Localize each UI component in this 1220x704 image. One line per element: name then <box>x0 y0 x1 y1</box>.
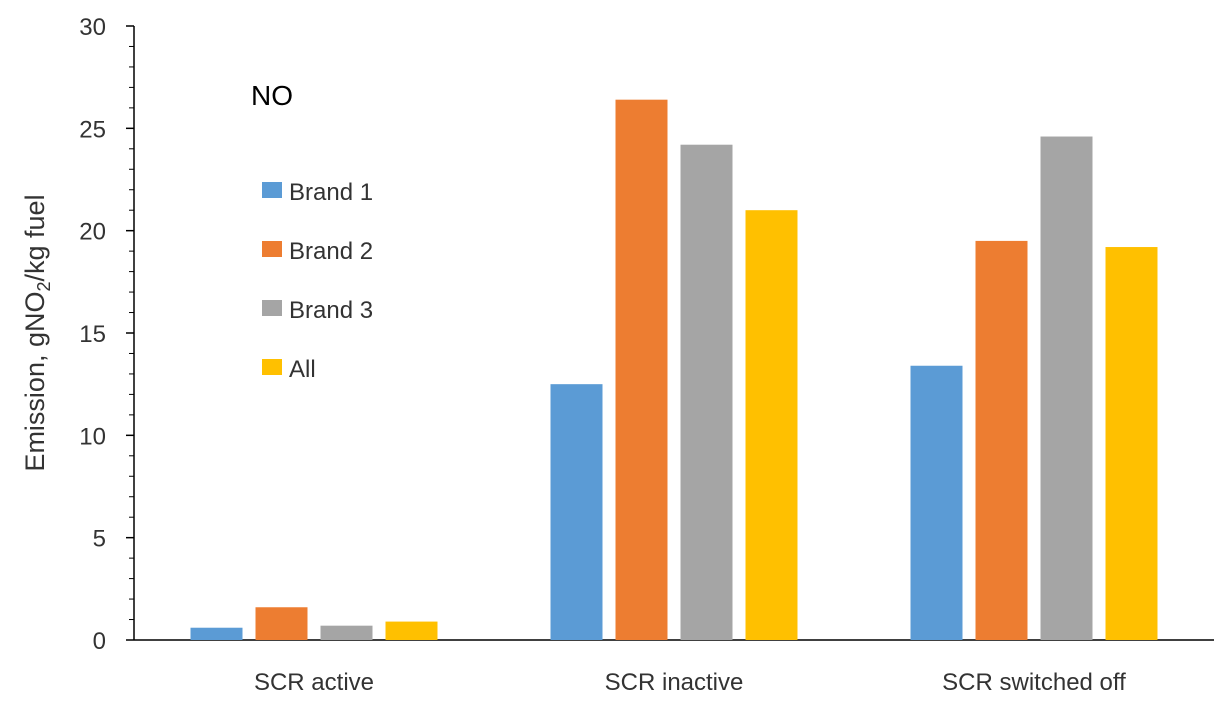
legend-label: Brand 2 <box>289 238 373 265</box>
y-tick-label: 0 <box>93 628 106 655</box>
legend-label: All <box>289 356 316 383</box>
x-category-label: SCR active <box>254 669 374 696</box>
chart-title: NO <box>251 80 293 111</box>
legend: Brand 1 Brand 2 Brand 3 All <box>262 179 373 383</box>
bar-brand-1-3 <box>910 365 963 640</box>
bar-all-1 <box>385 621 438 640</box>
legend-swatch <box>262 241 282 257</box>
bar-brand-2-1 <box>255 607 308 640</box>
x-category-label: SCR switched off <box>942 669 1126 696</box>
x-category-label: SCR inactive <box>605 669 744 696</box>
legend-swatch <box>262 300 282 316</box>
axes <box>126 25 1214 641</box>
y-axis-label: Emission, gNO2/kg fuel <box>20 194 54 471</box>
bar-brand-3-1 <box>320 625 373 640</box>
bar-all-2 <box>745 210 798 640</box>
labels: 0 5 10 15 20 25 30 Emission, gNO2/kg fuel SCR ac… <box>20 14 1126 696</box>
y-tick-label: 20 <box>79 219 106 246</box>
bar-brand-1-2 <box>550 384 603 640</box>
bar-brand-1-1 <box>190 627 243 640</box>
y-tick-label: 5 <box>93 526 106 553</box>
bar-brand-3-2 <box>680 144 733 640</box>
bar-brand-3-3 <box>1040 136 1093 640</box>
y-tick-label: 30 <box>79 14 106 41</box>
bars <box>190 99 1158 641</box>
y-tick-label: 25 <box>79 116 106 143</box>
bar-brand-2-2 <box>615 99 668 641</box>
legend-label: Brand 1 <box>289 179 373 206</box>
bar-brand-2-3 <box>975 240 1028 640</box>
legend-label: Brand 3 <box>289 297 373 324</box>
bar-all-3 <box>1105 247 1158 641</box>
y-tick-label: 10 <box>79 423 106 450</box>
legend-swatch <box>262 359 282 375</box>
legend-swatch <box>262 182 282 198</box>
y-tick-label: 15 <box>79 321 106 348</box>
